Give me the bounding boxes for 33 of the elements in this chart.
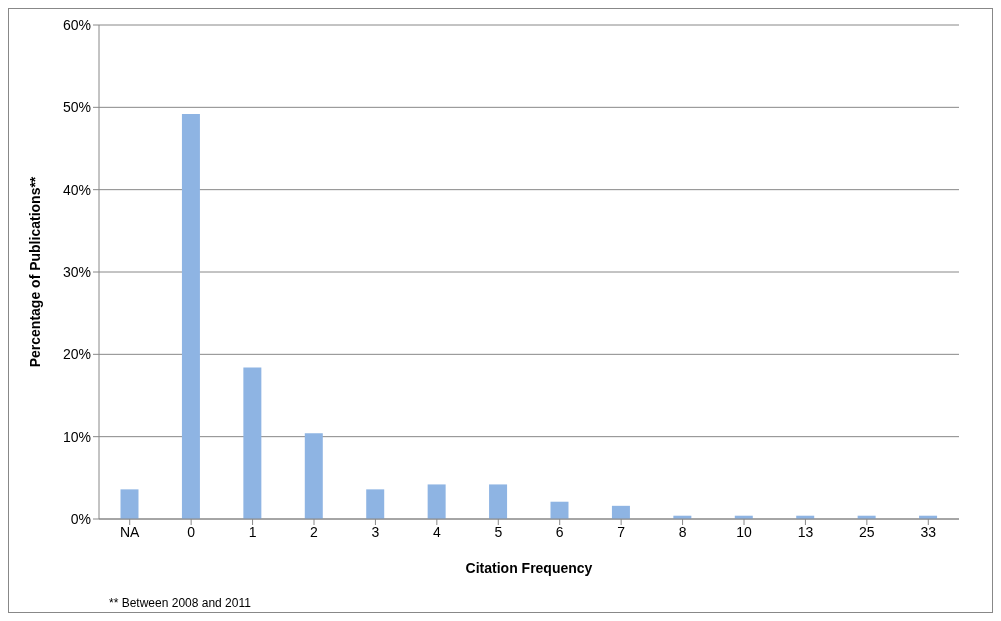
y-tick-label: 60% [62, 16, 91, 33]
x-tick-label: NA [119, 523, 141, 540]
x-tick-label: 1 [248, 523, 257, 540]
y-tick-label: 40% [62, 181, 91, 198]
x-tick-label: 7 [617, 523, 626, 540]
x-tick-label: 6 [555, 523, 564, 540]
bar [427, 484, 446, 519]
bar [120, 489, 139, 519]
x-tick-label: 2 [310, 523, 319, 540]
x-tick-label: 0 [187, 523, 196, 540]
x-tick-label: 33 [920, 523, 937, 540]
x-tick-label: 3 [371, 523, 380, 540]
bar [243, 367, 262, 519]
y-tick-label: 20% [62, 346, 91, 363]
bar [366, 489, 385, 519]
bar [550, 501, 569, 519]
x-tick-label: 4 [432, 523, 441, 540]
bar [611, 505, 630, 519]
x-axis-title: Citation Frequency [465, 560, 593, 576]
x-tick-label: 25 [859, 523, 875, 540]
x-tick-label: 13 [797, 523, 814, 540]
x-tick-label: 8 [678, 523, 687, 540]
y-tick-label: 30% [62, 263, 91, 280]
y-tick-label: 0% [70, 510, 91, 527]
text: ** Between 2008 and 2011 [109, 596, 251, 610]
y-tick-label: 10% [62, 428, 91, 445]
y-axis-title: Percentage of Publications** [26, 176, 43, 368]
x-tick-label: 10 [736, 523, 752, 540]
bar [304, 433, 323, 519]
y-tick-label: 50% [62, 99, 91, 116]
bar [181, 113, 200, 519]
x-tick-label: 5 [494, 523, 503, 540]
bar [489, 484, 508, 519]
